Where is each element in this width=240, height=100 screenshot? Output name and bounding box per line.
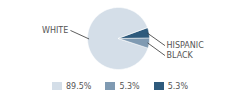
- html-text:5.3%: 5.3%: [167, 81, 188, 91]
- svg-text:WHITE: WHITE: [42, 26, 68, 35]
- html-text:5.3%: 5.3%: [119, 81, 140, 91]
- html-text:89.5%: 89.5%: [66, 81, 92, 91]
- svg-text:HISPANIC: HISPANIC: [167, 41, 205, 50]
- svg-text:BLACK: BLACK: [167, 51, 194, 60]
